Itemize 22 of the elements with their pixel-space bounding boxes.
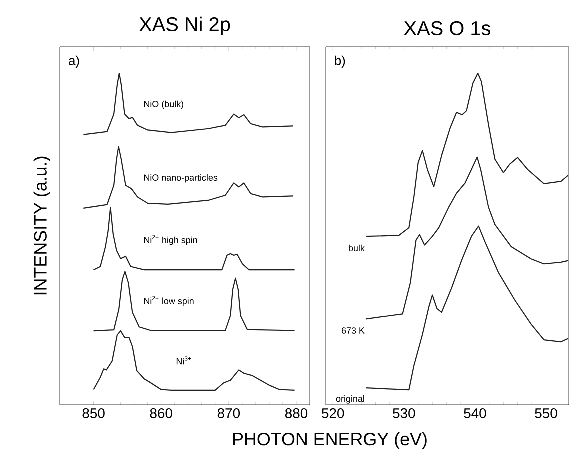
x-tick-label: 880 xyxy=(285,408,308,418)
series-label: original xyxy=(336,396,364,404)
chart-title: XAS Ni 2p xyxy=(139,16,230,36)
series-label: bulk xyxy=(349,244,365,252)
x-tick-label: 860 xyxy=(150,408,172,418)
x-tick-label: 520 xyxy=(322,408,344,418)
x-tick-label: 870 xyxy=(218,408,240,418)
text: b) xyxy=(335,56,346,68)
x-tick-label: 540 xyxy=(464,408,486,418)
text: Ni$^{2+}$ high spin xyxy=(144,235,198,246)
x-axis-title: PHOTON ENERGY (eV) xyxy=(233,432,427,450)
text: Ni$^{3+}$ xyxy=(176,356,192,365)
series-label: NiO (bulk) xyxy=(144,100,184,110)
x-tick-label: 850 xyxy=(82,408,105,418)
y-axis-title: INTENSITY (a.u.) xyxy=(34,156,50,295)
series-label: Ni$^{2+}$ low spin xyxy=(144,296,194,306)
series-label: 673 K xyxy=(342,328,365,334)
x-tick-label: 550 xyxy=(535,408,558,418)
chart-title: XAS O 1s xyxy=(404,21,491,36)
text: a) xyxy=(69,56,80,68)
x-tick-label: 530 xyxy=(393,408,416,418)
series-label: NiO nano-particles xyxy=(144,174,218,183)
